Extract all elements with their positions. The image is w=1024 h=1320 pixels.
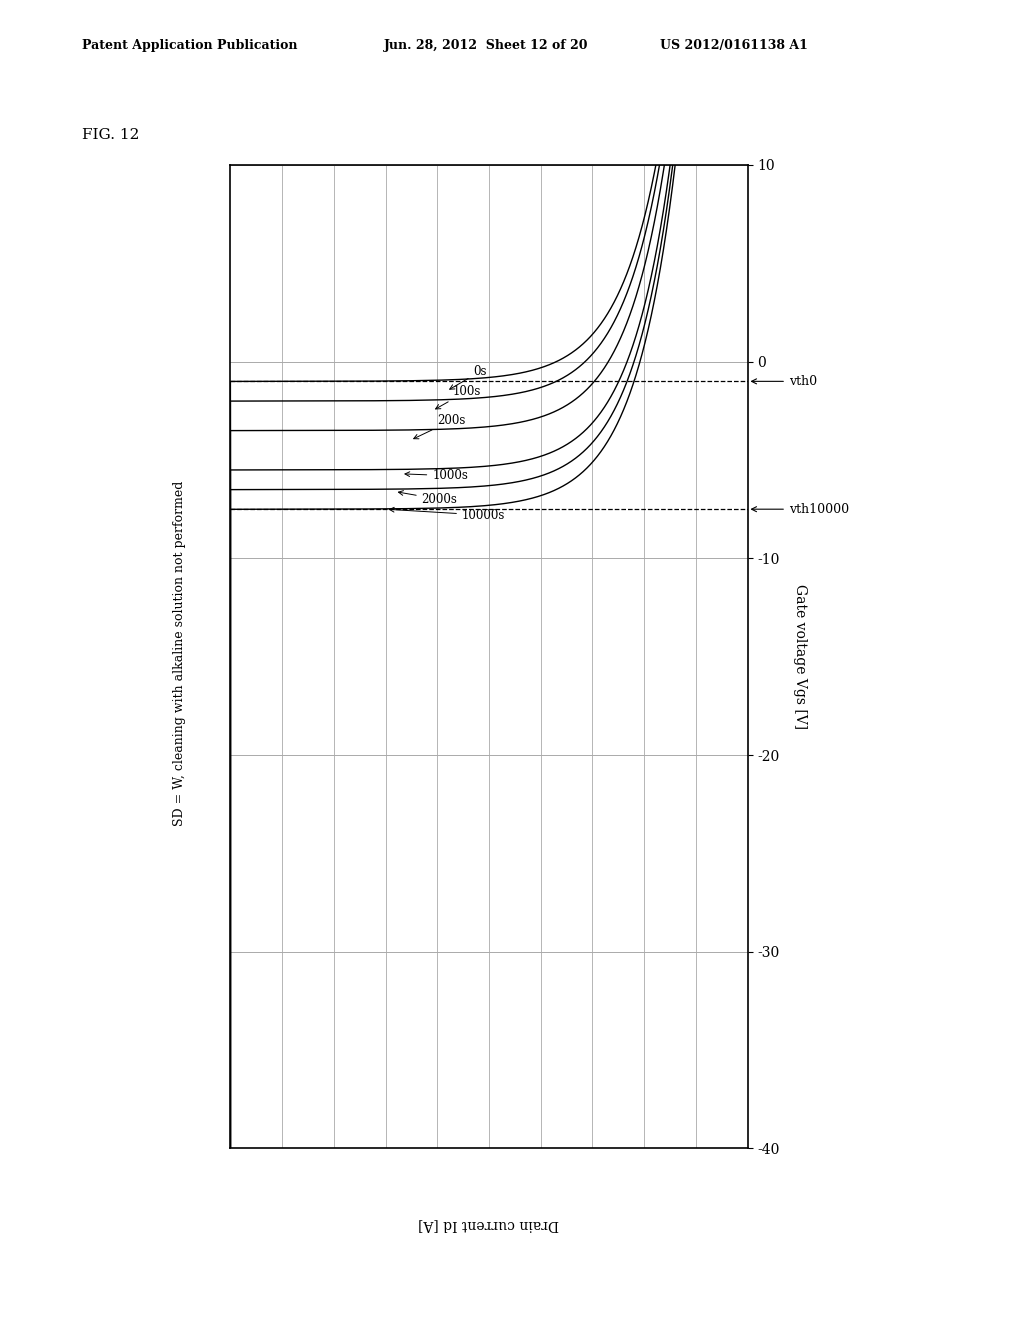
Text: 0s: 0s <box>450 366 486 389</box>
Text: Drain current Id [A]: Drain current Id [A] <box>419 1218 559 1232</box>
Text: US 2012/0161138 A1: US 2012/0161138 A1 <box>660 38 808 51</box>
Text: 1000s: 1000s <box>404 469 468 482</box>
Y-axis label: Gate voltage Vgs [V]: Gate voltage Vgs [V] <box>794 585 807 729</box>
Text: Jun. 28, 2012  Sheet 12 of 20: Jun. 28, 2012 Sheet 12 of 20 <box>384 38 589 51</box>
Text: vth10000: vth10000 <box>752 503 849 516</box>
Text: 100s: 100s <box>435 384 481 409</box>
Text: Patent Application Publication: Patent Application Publication <box>82 38 297 51</box>
Text: 10000s: 10000s <box>389 507 505 521</box>
Text: vth0: vth0 <box>752 375 817 388</box>
Text: 200s: 200s <box>414 414 466 438</box>
Text: FIG. 12: FIG. 12 <box>82 128 139 141</box>
Text: SD = W, cleaning with alkaline solution not performed: SD = W, cleaning with alkaline solution … <box>173 480 185 826</box>
Text: 2000s: 2000s <box>398 491 458 506</box>
